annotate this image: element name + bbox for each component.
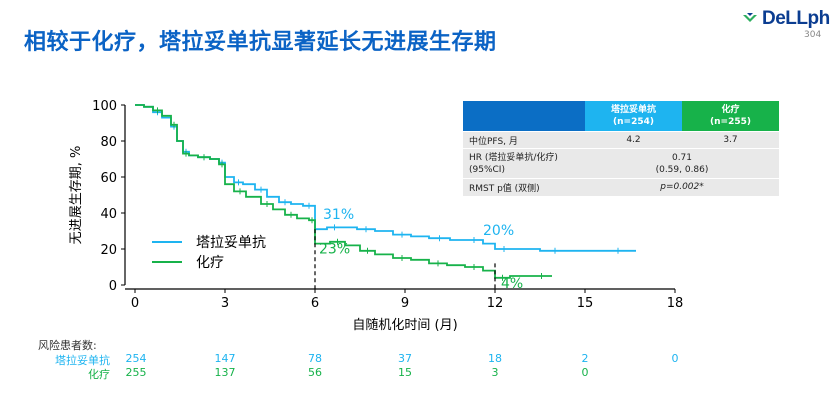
legend-label: 化疗 (196, 255, 224, 271)
risk-count: 78 (308, 352, 322, 365)
row-label: HR (塔拉妥单抗/化疗) (95%CI) (463, 148, 585, 179)
annotation-label: 20% (483, 223, 514, 239)
median-pfs-tarlatamab: 4.2 (585, 131, 682, 149)
x-tick-label: 18 (667, 296, 684, 311)
risk-count: 3 (491, 366, 499, 379)
x-tick-label: 6 (311, 296, 319, 311)
y-axis-label: 无进展生存期, % (69, 146, 84, 245)
y-tick-label: 60 (100, 171, 117, 186)
chemo-km-curve (135, 104, 552, 279)
risk-count: 137 (214, 366, 236, 379)
table-header-tarlatamab: 塔拉妥单抗 (n=254) (585, 101, 682, 132)
logo-text: DeLLphi (762, 8, 830, 29)
y-tick-label: 100 (92, 99, 117, 114)
table-header-chemo-label: 化疗 (n=255) (710, 105, 751, 127)
risk-count: 0 (671, 352, 679, 365)
risk-count: 0 (581, 366, 589, 379)
row-label: 中位PFS, 月 (463, 131, 585, 149)
legend-label: 塔拉妥单抗 (196, 235, 266, 251)
x-tick-label: 12 (487, 296, 504, 311)
risk-table-header: 风险患者数: (38, 339, 97, 352)
y-tick-label: 20 (100, 243, 117, 258)
slide-title: 相较于化疗，塔拉妥单抗显著延长无进展生存期 (24, 30, 497, 55)
pfs-summary-table: 塔拉妥单抗 (n=254) 化疗 (n=255) 中位PFS, 月 4.2 3.7 … (463, 101, 779, 196)
risk-count: 18 (488, 352, 502, 365)
table-header-tarlatamab-label: 塔拉妥单抗 (n=254) (610, 105, 656, 127)
table-header-chemo: 化疗 (n=255) (682, 101, 779, 132)
x-tick-label: 9 (401, 296, 409, 311)
risk-count: 255 (125, 366, 147, 379)
annotation-label: 4% (501, 276, 523, 292)
risk-row-label: 塔拉妥单抗 (55, 354, 110, 367)
median-pfs-chemo: 3.7 (682, 131, 779, 149)
risk-count: 56 (308, 366, 322, 379)
y-tick-label: 0 (109, 279, 117, 294)
dellphi-logo: DeLLphi (742, 8, 830, 30)
logo-chevron-icon (743, 13, 757, 22)
x-tick-label: 0 (131, 296, 139, 311)
rmst-p-value: p=0.002* (585, 178, 779, 196)
row-label: RMST p值 (双侧) (463, 178, 585, 196)
table-header-blank (463, 101, 585, 132)
x-tick-label: 15 (577, 296, 594, 311)
slide-number: 304 (804, 30, 822, 40)
table-row-hr: HR (塔拉妥单抗/化疗) (95%CI) 0.71 (0.59, 0.86) (463, 148, 779, 179)
table-row-rmst: RMST p值 (双侧) p=0.002* (463, 178, 779, 196)
risk-count: 37 (398, 352, 412, 365)
hazard-ratio-value: 0.71 (0.59, 0.86) (585, 148, 779, 179)
risk-row-label: 化疗 (88, 368, 110, 381)
annotation-label: 31% (323, 207, 354, 223)
y-tick-label: 80 (100, 135, 117, 150)
risk-count: 254 (125, 352, 147, 365)
risk-count: 147 (214, 352, 236, 365)
annotation-label: 23% (319, 242, 350, 258)
x-axis-label: 自随机化时间 (月) (352, 318, 457, 333)
risk-count: 2 (581, 352, 589, 365)
risk-count: 15 (398, 366, 412, 379)
y-tick-label: 40 (100, 207, 117, 222)
table-row-median-pfs: 中位PFS, 月 4.2 3.7 (463, 131, 779, 149)
x-tick-label: 3 (221, 296, 229, 311)
